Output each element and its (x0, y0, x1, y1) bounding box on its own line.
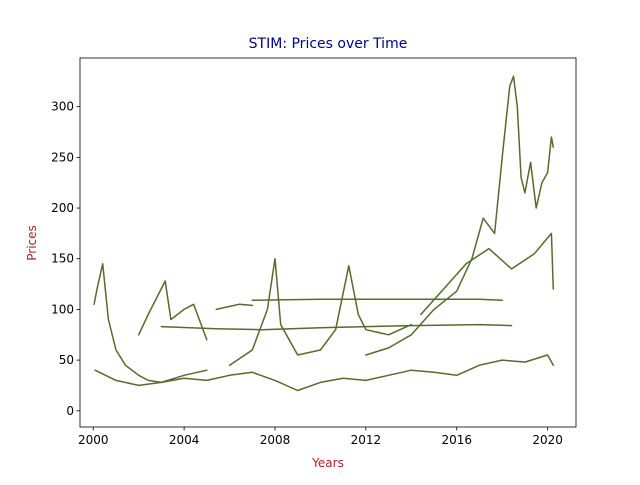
x-tick-label: 2008 (260, 433, 291, 447)
y-tick-label: 200 (51, 201, 74, 215)
plot-frame (79, 57, 577, 428)
y-tick-label: 100 (51, 302, 74, 316)
y-axis-title: Prices (25, 225, 39, 261)
x-tick-label: 2012 (351, 433, 382, 447)
y-tick-label: 150 (51, 252, 74, 266)
x-tick-label: 2016 (441, 433, 472, 447)
series-line-6 (160, 323, 513, 331)
x-axis-title: Years (311, 456, 344, 470)
y-axis-ticks: 0 50 100 150 200 250 300 (51, 100, 80, 418)
x-tick-label: 2020 (532, 433, 563, 447)
series-line-3 (228, 257, 322, 366)
y-tick-label: 250 (51, 150, 74, 164)
series-line-8 (137, 280, 208, 341)
chart-title: STIM: Prices over Time (249, 36, 408, 52)
series-line-5 (251, 298, 503, 302)
series-line-7 (215, 303, 254, 311)
series-line-1 (365, 75, 555, 356)
series-line-10 (94, 354, 555, 392)
y-tick-label: 300 (51, 100, 74, 114)
y-tick-label: 0 (66, 404, 74, 418)
y-tick-label: 50 (59, 353, 74, 367)
series-layer (93, 75, 555, 392)
series-line-4 (319, 265, 413, 351)
series-line-2 (93, 263, 208, 384)
x-axis-ticks: 2000 2004 2008 2012 2016 2020 (78, 427, 563, 447)
series-line-9 (420, 232, 555, 316)
x-tick-label: 2000 (78, 433, 109, 447)
x-tick-label: 2004 (169, 433, 200, 447)
